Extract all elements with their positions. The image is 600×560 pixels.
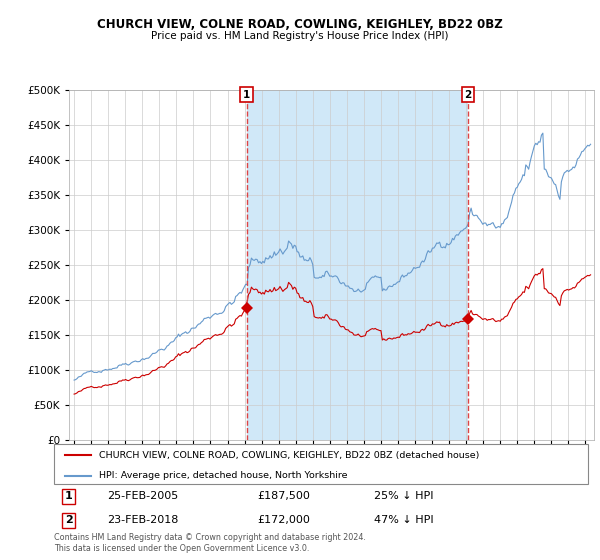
Text: 2: 2 — [65, 515, 73, 525]
Text: £172,000: £172,000 — [257, 515, 310, 525]
Text: CHURCH VIEW, COLNE ROAD, COWLING, KEIGHLEY, BD22 0BZ (detached house): CHURCH VIEW, COLNE ROAD, COWLING, KEIGHL… — [100, 451, 480, 460]
Text: 25-FEB-2005: 25-FEB-2005 — [107, 492, 179, 501]
Text: 2: 2 — [464, 90, 472, 100]
Bar — [247, 90, 468, 440]
Text: Contains HM Land Registry data © Crown copyright and database right 2024.
This d: Contains HM Land Registry data © Crown c… — [54, 533, 366, 553]
Text: 1: 1 — [243, 90, 250, 100]
Text: £187,500: £187,500 — [257, 492, 310, 501]
Text: 25% ↓ HPI: 25% ↓ HPI — [374, 492, 434, 501]
Text: 1: 1 — [65, 492, 73, 501]
Text: Price paid vs. HM Land Registry's House Price Index (HPI): Price paid vs. HM Land Registry's House … — [151, 31, 449, 41]
Text: 47% ↓ HPI: 47% ↓ HPI — [374, 515, 434, 525]
Text: HPI: Average price, detached house, North Yorkshire: HPI: Average price, detached house, Nort… — [100, 471, 348, 480]
Text: CHURCH VIEW, COLNE ROAD, COWLING, KEIGHLEY, BD22 0BZ: CHURCH VIEW, COLNE ROAD, COWLING, KEIGHL… — [97, 18, 503, 31]
Text: 23-FEB-2018: 23-FEB-2018 — [107, 515, 179, 525]
